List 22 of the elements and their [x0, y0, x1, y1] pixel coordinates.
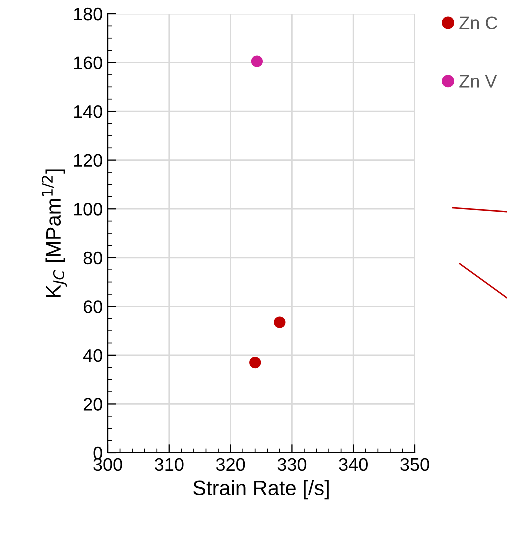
y-tick-label: 60: [84, 300, 102, 314]
x-tick-label: 310: [155, 458, 184, 472]
point: [251, 56, 264, 68]
y-tick-label: 160: [74, 56, 102, 70]
y-tick-label: 20: [84, 398, 102, 411]
y-tick-label: 140: [74, 105, 102, 118]
y-tick-label: 180: [74, 8, 102, 21]
x-axis-title: Strain Rate [/s]: [194, 480, 329, 500]
y-tick-label: 120: [74, 154, 102, 168]
point: [250, 356, 262, 369]
x-tick-label: 340: [339, 458, 368, 472]
legend-label: Zn V: [460, 75, 498, 88]
y-tick-label: 40: [83, 349, 102, 362]
y-tick-label: 100: [74, 203, 102, 216]
x-tick-label: 300: [94, 458, 122, 472]
legend-label: Zn C: [460, 16, 498, 30]
x-tick-label: 350: [400, 458, 430, 472]
y-tick-label: 80: [84, 252, 102, 265]
y-axis-title: K$_{JC}$ [MPam$^{1/2}$]: [42, 170, 68, 297]
x-tick-label: 330: [278, 458, 307, 472]
x-tick-label: 320: [216, 458, 246, 472]
point: [274, 316, 286, 328]
